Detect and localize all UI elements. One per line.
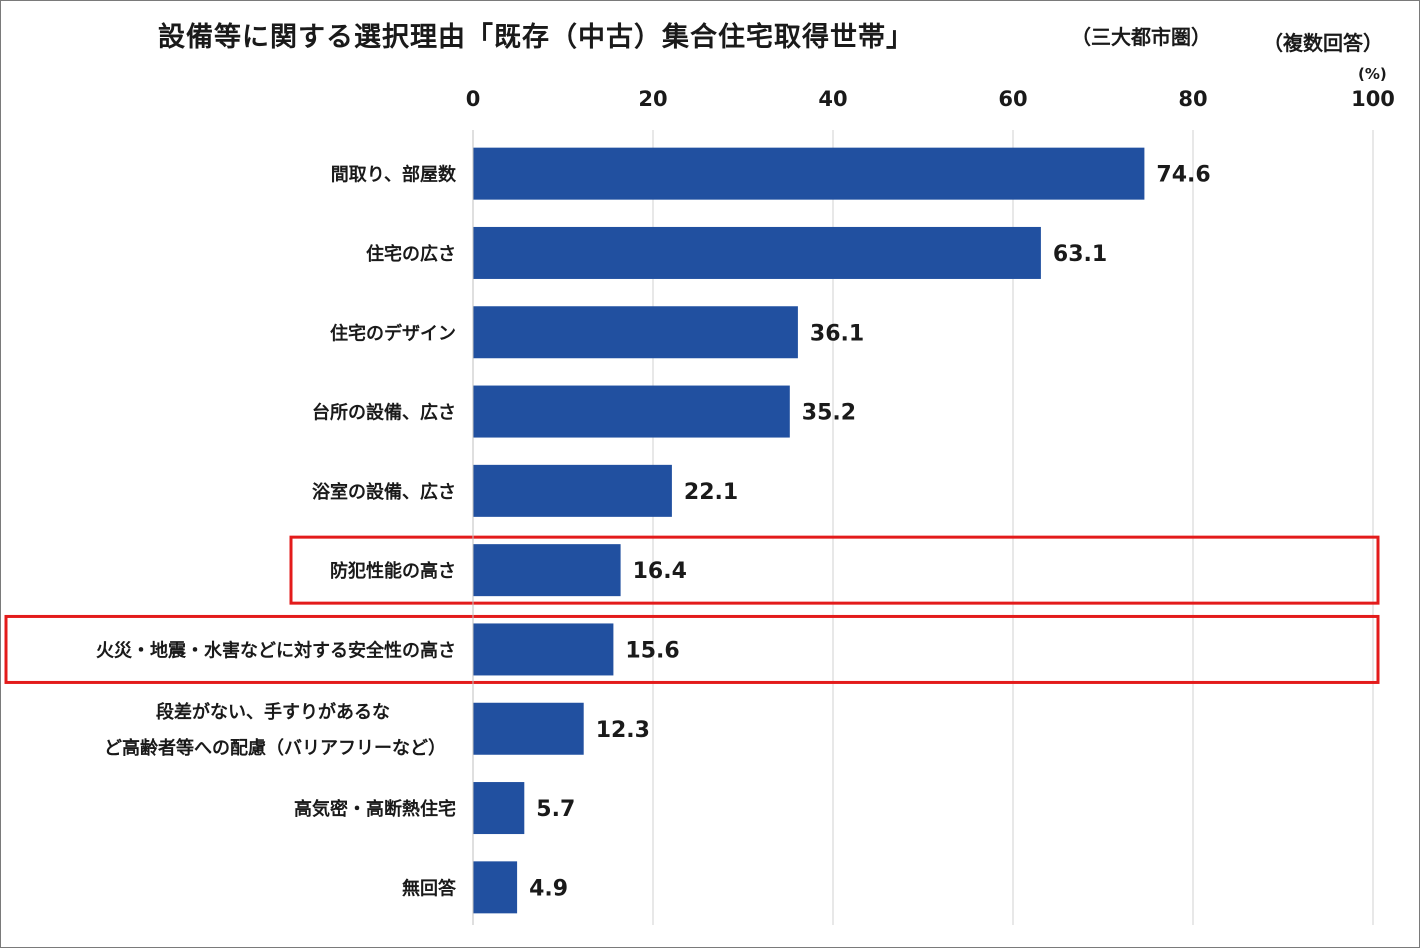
category-label: 火災・地震・水害などに対する安全性の高さ [96,639,456,661]
data-label: 63.1 [1053,242,1107,267]
x-tick-label: 100 [1351,87,1395,111]
category-label: 住宅のデザイン [330,322,456,344]
category-label: ど高齢者等への配慮（バリアフリーなど） [104,737,446,759]
category-label: 高気密・高断熱住宅 [294,798,456,820]
x-tick-label: 60 [998,87,1027,111]
chart-title: 設備等に関する選択理由「既存（中古）集合住宅取得世帯」 [158,22,914,53]
x-tick-label: 40 [818,87,847,111]
category-label: 浴室の設備、広さ [312,481,456,503]
data-label: 36.1 [810,321,864,346]
bar [473,385,790,438]
x-tick-label: 20 [638,87,667,111]
data-label: 22.1 [684,480,738,505]
bar [473,782,525,835]
bar [473,544,621,597]
category-label: 間取り、部屋数 [331,164,457,186]
bar [473,226,1041,279]
category-label: 住宅の広さ [366,243,456,265]
x-tick-label: 0 [466,87,481,111]
highlight-box [289,535,1380,605]
data-label: 5.7 [536,797,575,822]
chart-subtitle: （三大都市圏） [1071,25,1211,49]
bar [473,464,672,517]
bar [473,861,518,914]
highlight-box [4,614,1380,684]
category-label: 台所の設備、広さ [312,402,456,424]
data-label: 16.4 [633,559,687,584]
data-label: 12.3 [596,718,650,743]
chart-note: （複数回答） [1263,31,1383,55]
category-label: 段差がない、手すりがあるな [156,701,390,723]
category-label: 無回答 [402,877,457,899]
bar [473,147,1145,200]
category-label: 防犯性能の高さ [330,560,456,582]
data-label: 74.6 [1156,163,1210,188]
bar [473,306,798,359]
axis-unit: (%) [1358,65,1387,83]
x-tick-label: 80 [1178,87,1207,111]
data-label: 15.6 [625,638,679,663]
data-label: 35.2 [802,401,856,426]
bar [473,702,584,755]
data-label: 4.9 [529,876,568,901]
bar [473,623,614,676]
